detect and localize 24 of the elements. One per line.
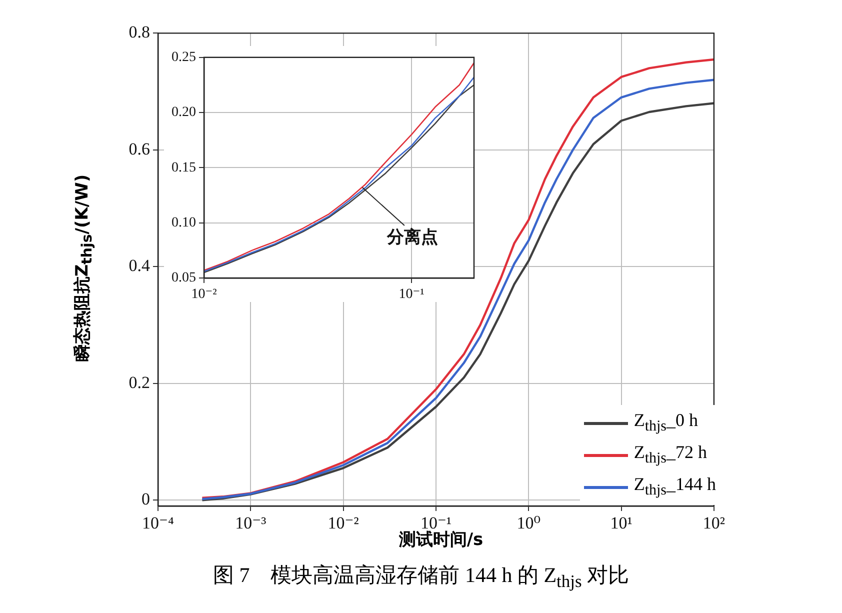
- x-tick-label: 10⁰: [516, 514, 541, 533]
- y-tick-label: 0.8: [128, 22, 150, 42]
- x-tick-label: 10⁻³: [235, 514, 266, 533]
- y-tick-label: 0.20: [172, 105, 196, 120]
- x-tick-label: 10⁻²: [191, 287, 217, 302]
- y-tick-label: 0.6: [128, 139, 150, 158]
- y-tick-label: 0.25: [172, 50, 196, 66]
- y-tick-label: 0: [142, 490, 150, 509]
- legend-label: Z$_{thjs}$_72 h: [634, 442, 707, 468]
- legend-label: Z$_{thjs}$_144 h: [634, 474, 716, 500]
- x-tick-label: 10⁻⁴: [142, 514, 174, 533]
- x-tick-label: 10⁻²: [328, 514, 359, 533]
- legend-label: Z$_{thjs}$_0 h: [634, 410, 698, 436]
- caption: 图 7 模块高温高湿存储前 144 h 的 Z$_{thjs}$ 对比: [212, 562, 630, 592]
- y-tick-label: 0.2: [128, 372, 150, 392]
- x-tick-label: 10⁻¹: [398, 287, 424, 302]
- y-tick-label: 0.4: [128, 256, 150, 276]
- annotation: 分离点: [386, 227, 438, 248]
- y-tick-label: 0.10: [172, 216, 196, 231]
- x-axis-title: 测试时间/s: [398, 529, 484, 551]
- x-tick-label: 10¹: [610, 514, 632, 533]
- y-tick-label: 0.05: [172, 270, 196, 286]
- x-tick-label: 10²: [702, 514, 726, 533]
- y-tick-label: 0.15: [172, 160, 196, 176]
